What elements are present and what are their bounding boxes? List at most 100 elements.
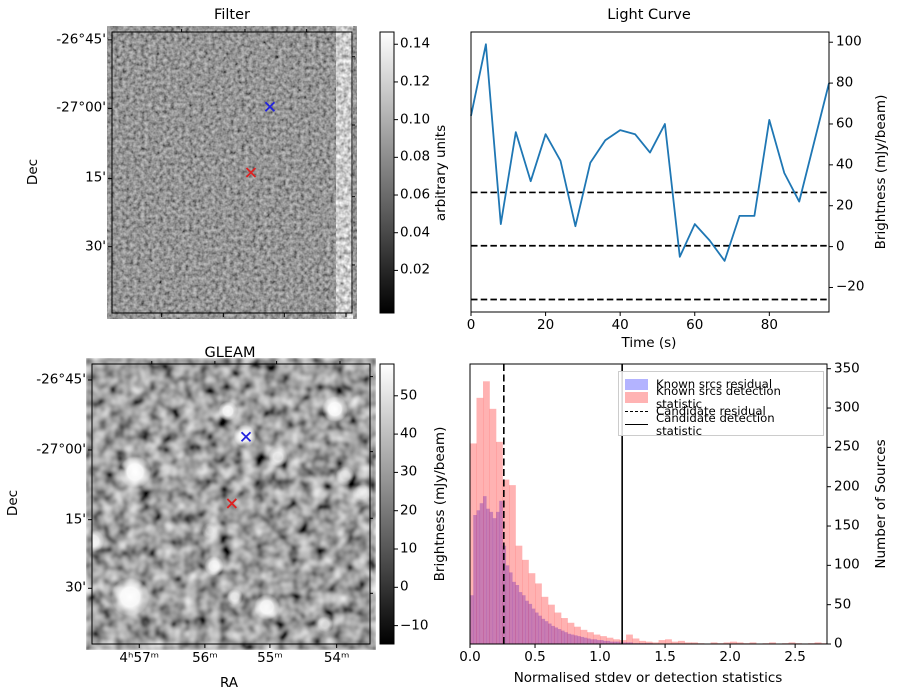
colorbar [379,363,395,645]
light-curve-axes-border [470,31,830,313]
legend-label: Candidate detection statistic [656,411,775,438]
residual-histogram-bar [626,642,630,644]
detection-histogram-bar [658,640,666,644]
detection-histogram-bar [639,640,646,644]
residual-histogram-bar [557,629,562,644]
residual-histogram-bar [570,634,575,644]
residual-histogram-bar [492,518,497,644]
bright-source [352,484,370,504]
detection-histogram-bar [632,638,640,644]
detection-histogram-bar [723,642,731,644]
detection-histogram-bar [476,397,484,644]
detection-histogram-bar [489,408,497,644]
residual-histogram-bar [473,515,477,644]
detection-histogram-bar [730,641,737,644]
bright-source [92,529,105,553]
detection-histogram-bar [671,641,679,644]
detection-histogram-bar [814,642,822,644]
residual-histogram-bar [600,640,604,644]
detection-histogram-bar [619,640,627,644]
detection-histogram-bar [470,443,477,644]
legend-label: Known srcs detection statistic [656,383,781,411]
histogram-panel [469,363,831,648]
residual-histogram-bar [515,585,520,644]
detection-histogram-bar [769,642,776,644]
residual-histogram-bar [479,503,484,644]
residual-histogram-bar [564,632,568,644]
residual-histogram-bar [483,496,487,644]
detection-histogram-bar [691,642,698,644]
light-curve-panel [470,31,833,316]
residual-histogram-bar [593,639,598,644]
x-marker-icon [226,498,237,509]
detection-histogram-bar [593,634,601,644]
residual-histogram-bar [603,640,607,644]
blue-patch-icon [625,378,648,390]
detection-histogram-bar [528,573,536,644]
detection-histogram-bar [606,637,614,644]
detection-histogram-bar [710,642,718,644]
x-marker-icon [264,101,276,112]
residual-histogram-bar [629,642,633,644]
residual-histogram-bar [619,642,624,644]
detection-histogram-bar [580,629,588,644]
detection-histogram-bar [736,642,744,644]
residual-histogram-bar [622,642,627,644]
gleam-sources-layer [92,396,370,633]
legend-item-candidate-residual: Candidate residual [625,405,817,417]
residual-histogram-bar [470,595,474,644]
residual-histogram-bar [499,500,503,644]
residual-histogram-bar [616,641,620,644]
residual-histogram-bar [551,625,555,644]
legend-item-candidate-detection: Candidate detection statistic [625,412,817,437]
legend-item-known-residual: Known srcs residual [625,377,817,390]
histogram-legend: Known srcs residual Known srcs detection… [618,371,824,437]
detection-histogram-bar [522,559,529,644]
residual-histogram-bar [505,565,510,644]
filter-map-panel [108,29,398,317]
detection-histogram-bar [561,618,568,644]
detection-histogram-bar [535,583,542,644]
detection-histogram-bar [684,642,692,644]
detection-histogram-bar [554,612,562,644]
residual-histogram-bar [541,618,546,644]
residual-histogram-bar [476,510,481,644]
detection-histogram-bar [678,640,685,644]
detection-histogram-bar [613,639,620,644]
detection-histogram-bar [645,641,653,644]
histogram-axes-border [469,363,828,645]
detection-histogram-bar [548,604,555,644]
bright-source [110,577,150,617]
detection-histogram-bar [496,441,503,644]
colorbar [379,31,395,314]
residual-histogram-bar [528,603,533,644]
bright-source [322,396,348,422]
residual-histogram-bar [525,600,529,644]
residual-histogram-bar [554,627,559,644]
detection-histogram-bar [509,485,516,644]
residual-histogram-bar [590,639,594,644]
detection-histogram-bar [541,596,549,644]
residual-histogram-bar [544,621,549,644]
detection-histogram-bar [749,642,757,644]
detection-histogram-bar [788,642,796,644]
histogram-bars-layer [470,381,827,644]
residual-histogram-bar [606,640,611,644]
residual-histogram-bar [518,592,523,644]
residual-histogram-bar [580,636,585,644]
residual-histogram-bar [613,641,617,644]
filter-noise-image [112,32,352,313]
residual-histogram-bar [522,595,526,644]
x-marker-icon [245,167,257,178]
detection-histogram-bar [502,479,510,644]
bright-source [218,401,238,421]
detection-histogram-bar [665,639,672,644]
residual-histogram-bar [596,640,601,644]
detection-histogram-bar [574,626,581,644]
residual-histogram-bar [502,545,507,644]
residual-histogram-bar [577,636,581,644]
bright-source [204,556,224,576]
detection-histogram-bar [515,545,523,644]
legend-label: Candidate residual [656,403,766,418]
